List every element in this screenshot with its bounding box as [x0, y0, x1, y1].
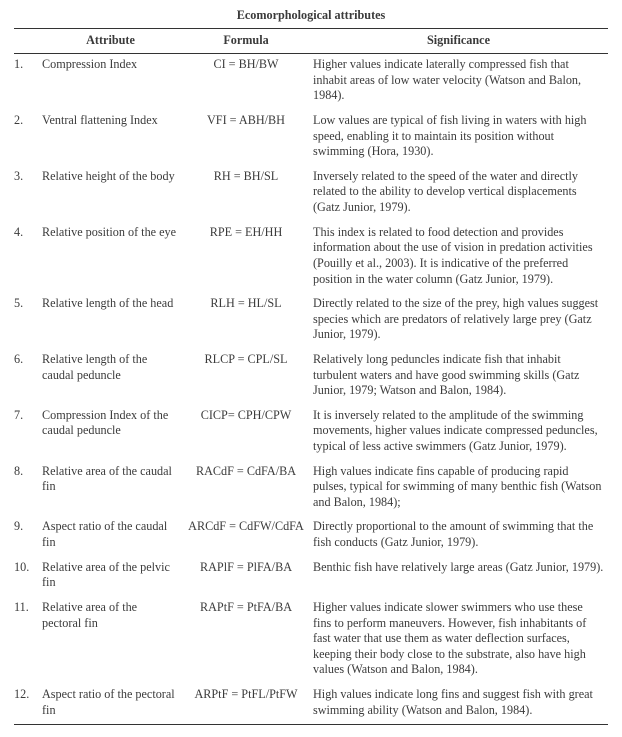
row-number: 2. — [14, 110, 38, 166]
table-row: 6.Relative length of the caudal peduncle… — [14, 349, 608, 405]
page: Ecomorphological attributes Attribute Fo… — [0, 0, 622, 737]
row-number: 8. — [14, 461, 38, 517]
row-number: 11. — [14, 597, 38, 684]
row-number: 4. — [14, 222, 38, 293]
table-row: 10.Relative area of the pelvic finRAPlF … — [14, 557, 608, 597]
row-attribute: Relative length of the head — [38, 293, 183, 349]
row-attribute: Relative position of the eye — [38, 222, 183, 293]
row-significance: Higher values indicate laterally compres… — [309, 54, 608, 110]
row-number: 7. — [14, 405, 38, 461]
row-attribute: Relative height of the body — [38, 166, 183, 222]
row-significance: Inversely related to the speed of the wa… — [309, 166, 608, 222]
header-row: Attribute Formula Significance — [14, 29, 608, 54]
row-formula: CI = BH/BW — [183, 54, 309, 110]
row-formula: ARPtF = PtFL/PtFW — [183, 684, 309, 725]
table-row: 8.Relative area of the caudal finRACdF =… — [14, 461, 608, 517]
row-number: 1. — [14, 54, 38, 110]
row-number: 3. — [14, 166, 38, 222]
row-number: 5. — [14, 293, 38, 349]
row-significance: High values indicate long fins and sugge… — [309, 684, 608, 725]
ecomorph-table: Attribute Formula Significance 1.Compres… — [14, 29, 608, 726]
row-significance: It is inversely related to the amplitude… — [309, 405, 608, 461]
row-significance: Directly related to the size of the prey… — [309, 293, 608, 349]
row-attribute: Compression Index — [38, 54, 183, 110]
row-attribute: Relative area of the caudal fin — [38, 461, 183, 517]
header-formula: Formula — [183, 29, 309, 54]
table-row: 4.Relative position of the eyeRPE = EH/H… — [14, 222, 608, 293]
row-number: 9. — [14, 516, 38, 556]
table-title: Ecomorphological attributes — [14, 6, 608, 29]
header-significance: Significance — [309, 29, 608, 54]
header-attribute: Attribute — [38, 29, 183, 54]
table-row: 2.Ventral flattening IndexVFI = ABH/BHLo… — [14, 110, 608, 166]
table-row: 9.Aspect ratio of the caudal finARCdF = … — [14, 516, 608, 556]
row-formula: ARCdF = CdFW/CdFA — [183, 516, 309, 556]
row-significance: Low values are typical of fish living in… — [309, 110, 608, 166]
row-formula: CICP= CPH/CPW — [183, 405, 309, 461]
table-row: 1.Compression IndexCI = BH/BWHigher valu… — [14, 54, 608, 110]
row-number: 10. — [14, 557, 38, 597]
row-attribute: Ventral flattening Index — [38, 110, 183, 166]
row-significance: High values indicate fins capable of pro… — [309, 461, 608, 517]
row-significance: Relatively long peduncles indicate fish … — [309, 349, 608, 405]
row-significance: This index is related to food detection … — [309, 222, 608, 293]
row-attribute: Aspect ratio of the caudal fin — [38, 516, 183, 556]
row-attribute: Compression Index of the caudal peduncle — [38, 405, 183, 461]
table-body: 1.Compression IndexCI = BH/BWHigher valu… — [14, 54, 608, 725]
row-formula: RPE = EH/HH — [183, 222, 309, 293]
row-formula: RAPlF = PlFA/BA — [183, 557, 309, 597]
table-row: 5.Relative length of the headRLH = HL/SL… — [14, 293, 608, 349]
row-significance: Higher values indicate slower swimmers w… — [309, 597, 608, 684]
row-attribute: Relative length of the caudal peduncle — [38, 349, 183, 405]
table-row: 7.Compression Index of the caudal pedunc… — [14, 405, 608, 461]
row-number: 6. — [14, 349, 38, 405]
row-formula: RH = BH/SL — [183, 166, 309, 222]
table-row: 12.Aspect ratio of the pectoral finARPtF… — [14, 684, 608, 725]
row-formula: RAPtF = PtFA/BA — [183, 597, 309, 684]
table-row: 3.Relative height of the bodyRH = BH/SLI… — [14, 166, 608, 222]
row-attribute: Aspect ratio of the pectoral fin — [38, 684, 183, 725]
row-formula: RLH = HL/SL — [183, 293, 309, 349]
header-blank — [14, 29, 38, 54]
row-formula: RLCP = CPL/SL — [183, 349, 309, 405]
row-number: 12. — [14, 684, 38, 725]
table-row: 11.Relative area of the pectoral finRAPt… — [14, 597, 608, 684]
row-formula: VFI = ABH/BH — [183, 110, 309, 166]
row-significance: Benthic fish have relatively large areas… — [309, 557, 608, 597]
row-attribute: Relative area of the pectoral fin — [38, 597, 183, 684]
row-significance: Directly proportional to the amount of s… — [309, 516, 608, 556]
row-formula: RACdF = CdFA/BA — [183, 461, 309, 517]
row-attribute: Relative area of the pelvic fin — [38, 557, 183, 597]
